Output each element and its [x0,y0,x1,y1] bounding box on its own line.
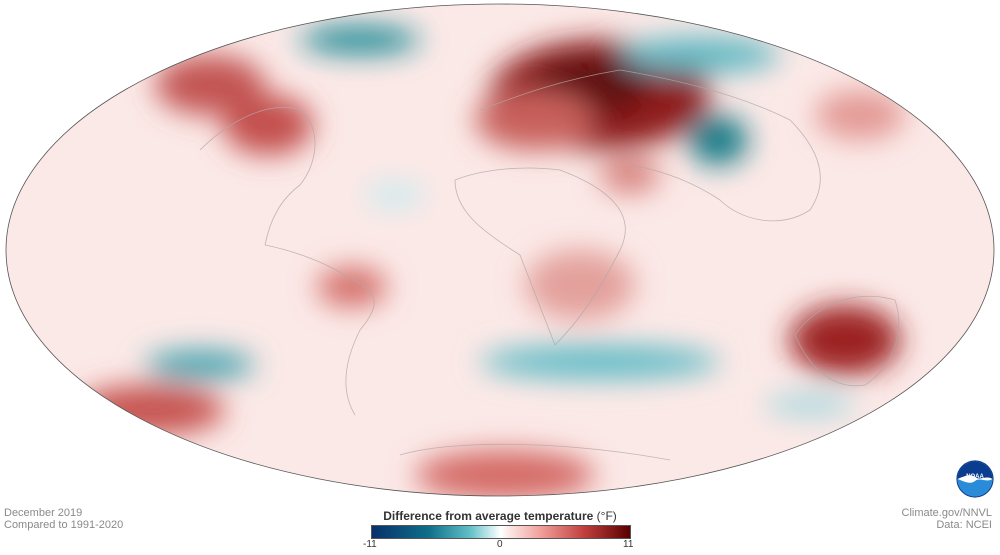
credit-source: Climate.gov/NNVL [901,507,992,519]
warm-anomaly-canada [223,95,313,155]
legend-title-text: Difference from average temperature [383,509,594,523]
cool-anomaly-south-pacific [145,351,255,379]
temperature-anomaly-map [5,3,995,497]
color-legend: Difference from average temperature (°F)… [355,507,645,553]
legend-tick-mid: 0 [497,539,503,550]
warm-anomaly-australia [790,305,900,375]
caption-right: Climate.gov/NNVL Data: NCEI [902,507,992,531]
legend-title: Difference from average temperature (°F) [355,509,645,523]
anomaly-field [75,26,905,496]
legend-tick-min: -11 [363,539,377,550]
legend-tick-max: 11 [623,539,634,550]
legend-color-bar [371,525,631,539]
warm-anomaly-africa [525,250,635,320]
warm-anomaly-brazil [317,267,387,307]
cool-anomaly-china [688,115,748,165]
credit-data: Data: NCEI [936,519,992,531]
warm-anomaly-antarctic [415,450,595,496]
cool-anomaly-south-atlantic [480,345,720,379]
warm-anomaly-north-pacific [815,90,905,140]
caption-left: December 2019 Compared to 1991-2020 [4,507,123,531]
cool-anomaly-siberia [620,37,780,73]
warm-anomaly-alaska [155,55,265,115]
coastlines [199,69,900,461]
noaa-logo-icon: NOAA [956,460,994,498]
cool-anomaly-atlantic [365,183,425,207]
warm-anomaly-middle-east [600,157,660,193]
warm-anomaly-europe [475,90,595,150]
globe-outline [5,3,995,497]
cool-anomaly-indian-ocean [765,395,855,415]
cool-anomaly-greenland [300,26,420,54]
caption-date: December 2019 [4,507,83,519]
noaa-logo-text: NOAA [966,474,984,480]
caption-baseline: Compared to 1991-2020 [4,519,124,531]
legend-unit: (°F) [596,509,617,523]
